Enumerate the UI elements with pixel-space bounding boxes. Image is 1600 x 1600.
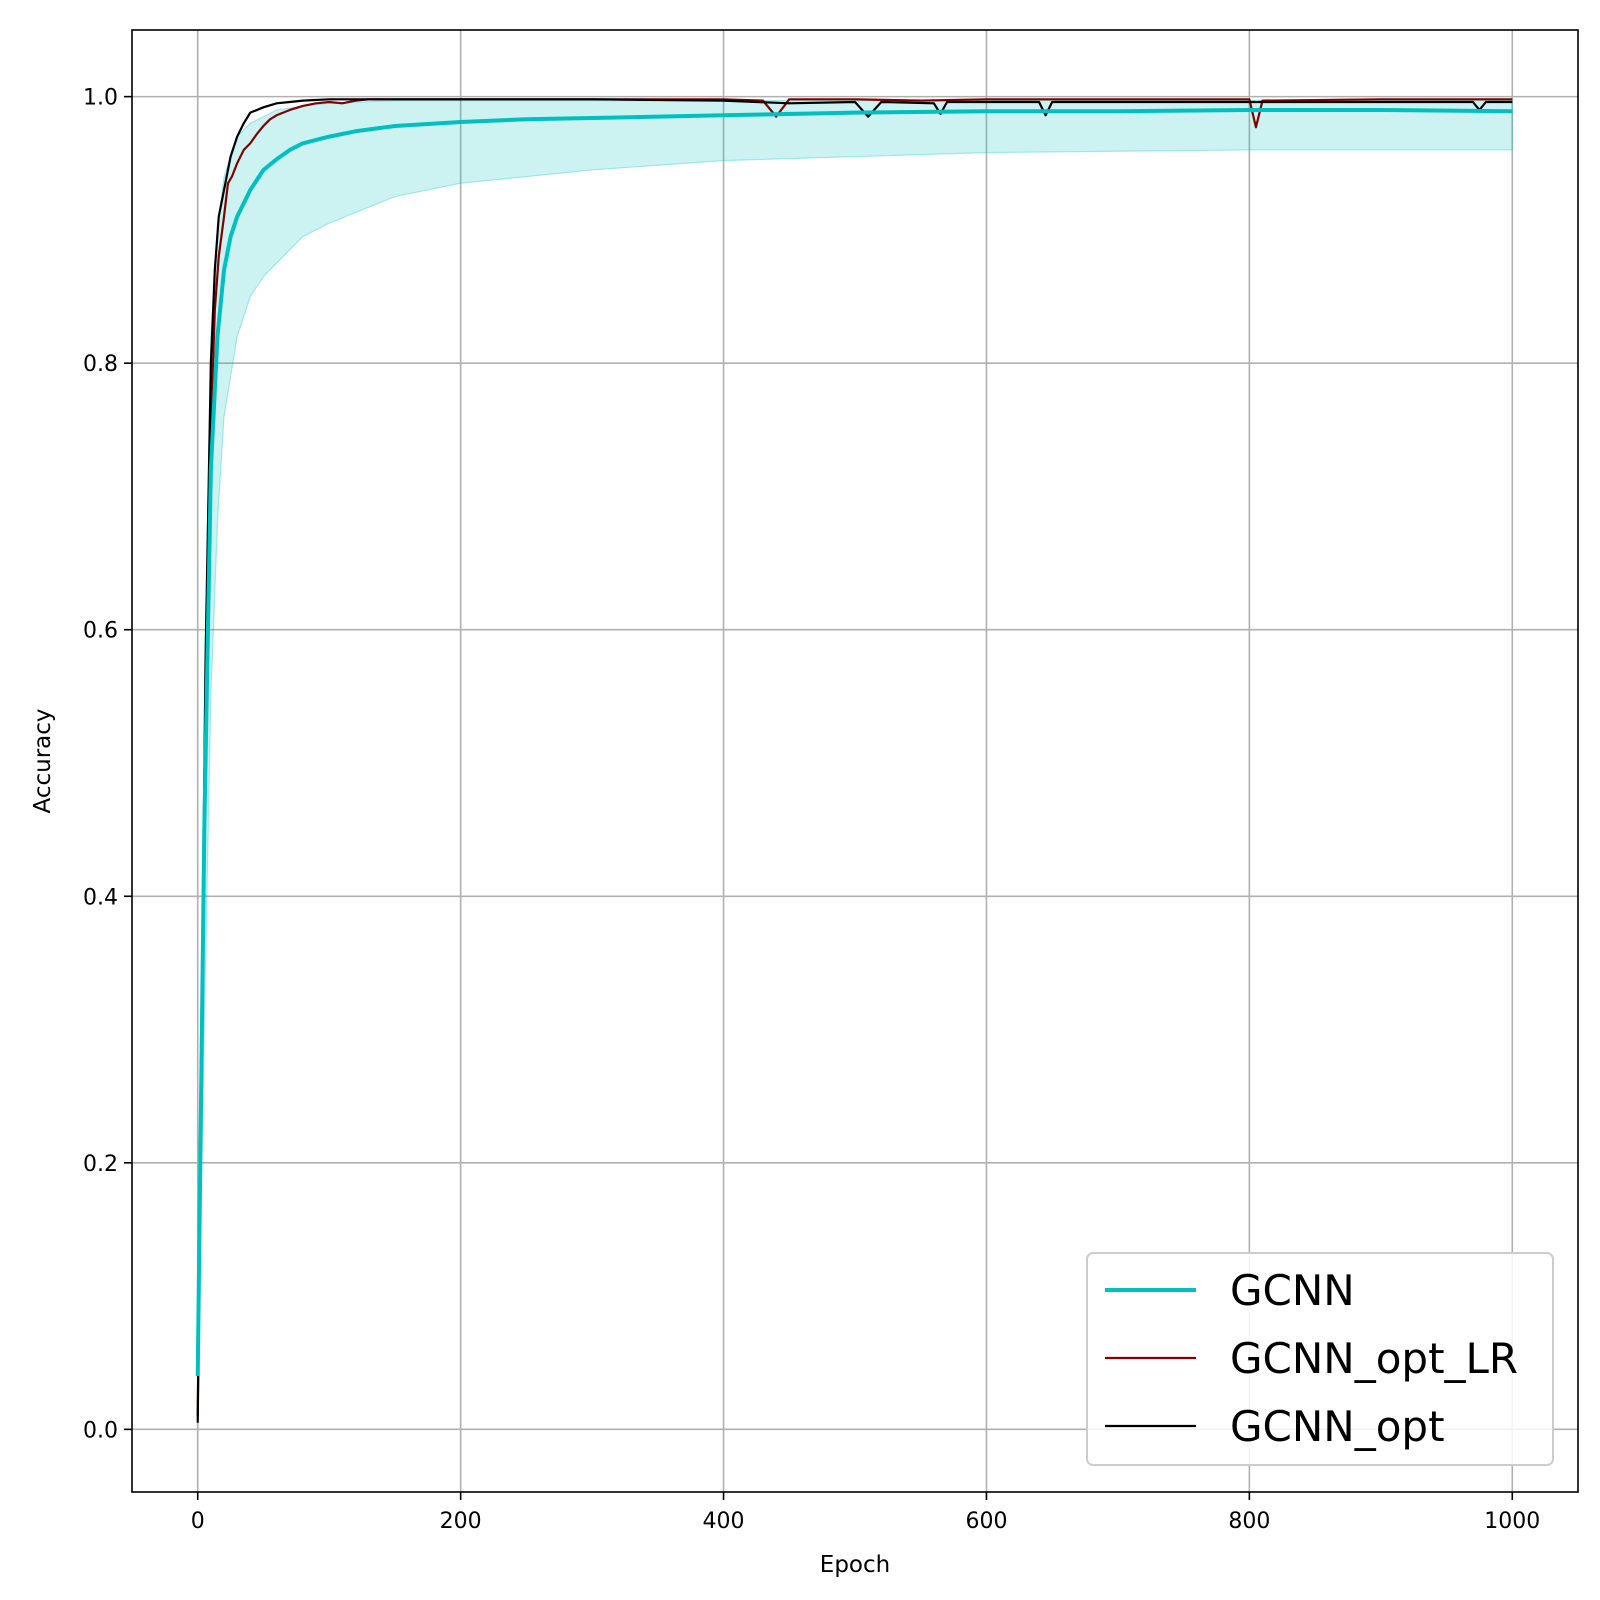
x-tick-label: 400: [703, 1509, 745, 1534]
y-tick-label: 0.6: [83, 619, 118, 644]
y-tick-label: 1.0: [83, 86, 118, 111]
y-tick-label: 0.8: [83, 352, 118, 377]
y-axis-label: Accuracy: [30, 708, 56, 813]
x-tick-label: 200: [440, 1509, 482, 1534]
x-tick-label: 600: [965, 1509, 1007, 1534]
y-tick-label: 0.2: [83, 1152, 118, 1177]
legend-label: GCNN: [1230, 1266, 1355, 1315]
band-layer: [197, 100, 1513, 1377]
y-axis-ticks: 0.0 0.2 0.4 0.6 0.8 1.0: [83, 86, 132, 1443]
series-line-gcnn: [195, 107, 1513, 1377]
x-tick-label: 1000: [1484, 1509, 1540, 1534]
y-tick-label: 0.4: [83, 885, 118, 910]
legend-box: [1086, 1252, 1554, 1466]
plot-frame: [131, 29, 1579, 1493]
x-tick-label: 800: [1228, 1509, 1270, 1534]
legend-label: GCNN_opt: [1230, 1402, 1445, 1451]
series-layer: [195, 98, 1513, 1423]
gcnn-range-band: [197, 100, 1513, 1377]
legend: GCNN GCNN_opt_LR GCNN_opt: [1086, 1252, 1554, 1466]
x-axis-label: Epoch: [820, 1552, 890, 1578]
series-line-gcnn-opt-lr: [196, 98, 1513, 1417]
series-line-gcnn-opt: [196, 98, 1513, 1423]
x-tick-label: 0: [191, 1509, 205, 1534]
grid: [132, 30, 1578, 1492]
legend-label: GCNN_opt_LR: [1230, 1334, 1518, 1383]
y-tick-label: 0.0: [83, 1418, 118, 1443]
x-axis-ticks: 0 200 400 600 800 1000: [191, 1492, 1540, 1534]
